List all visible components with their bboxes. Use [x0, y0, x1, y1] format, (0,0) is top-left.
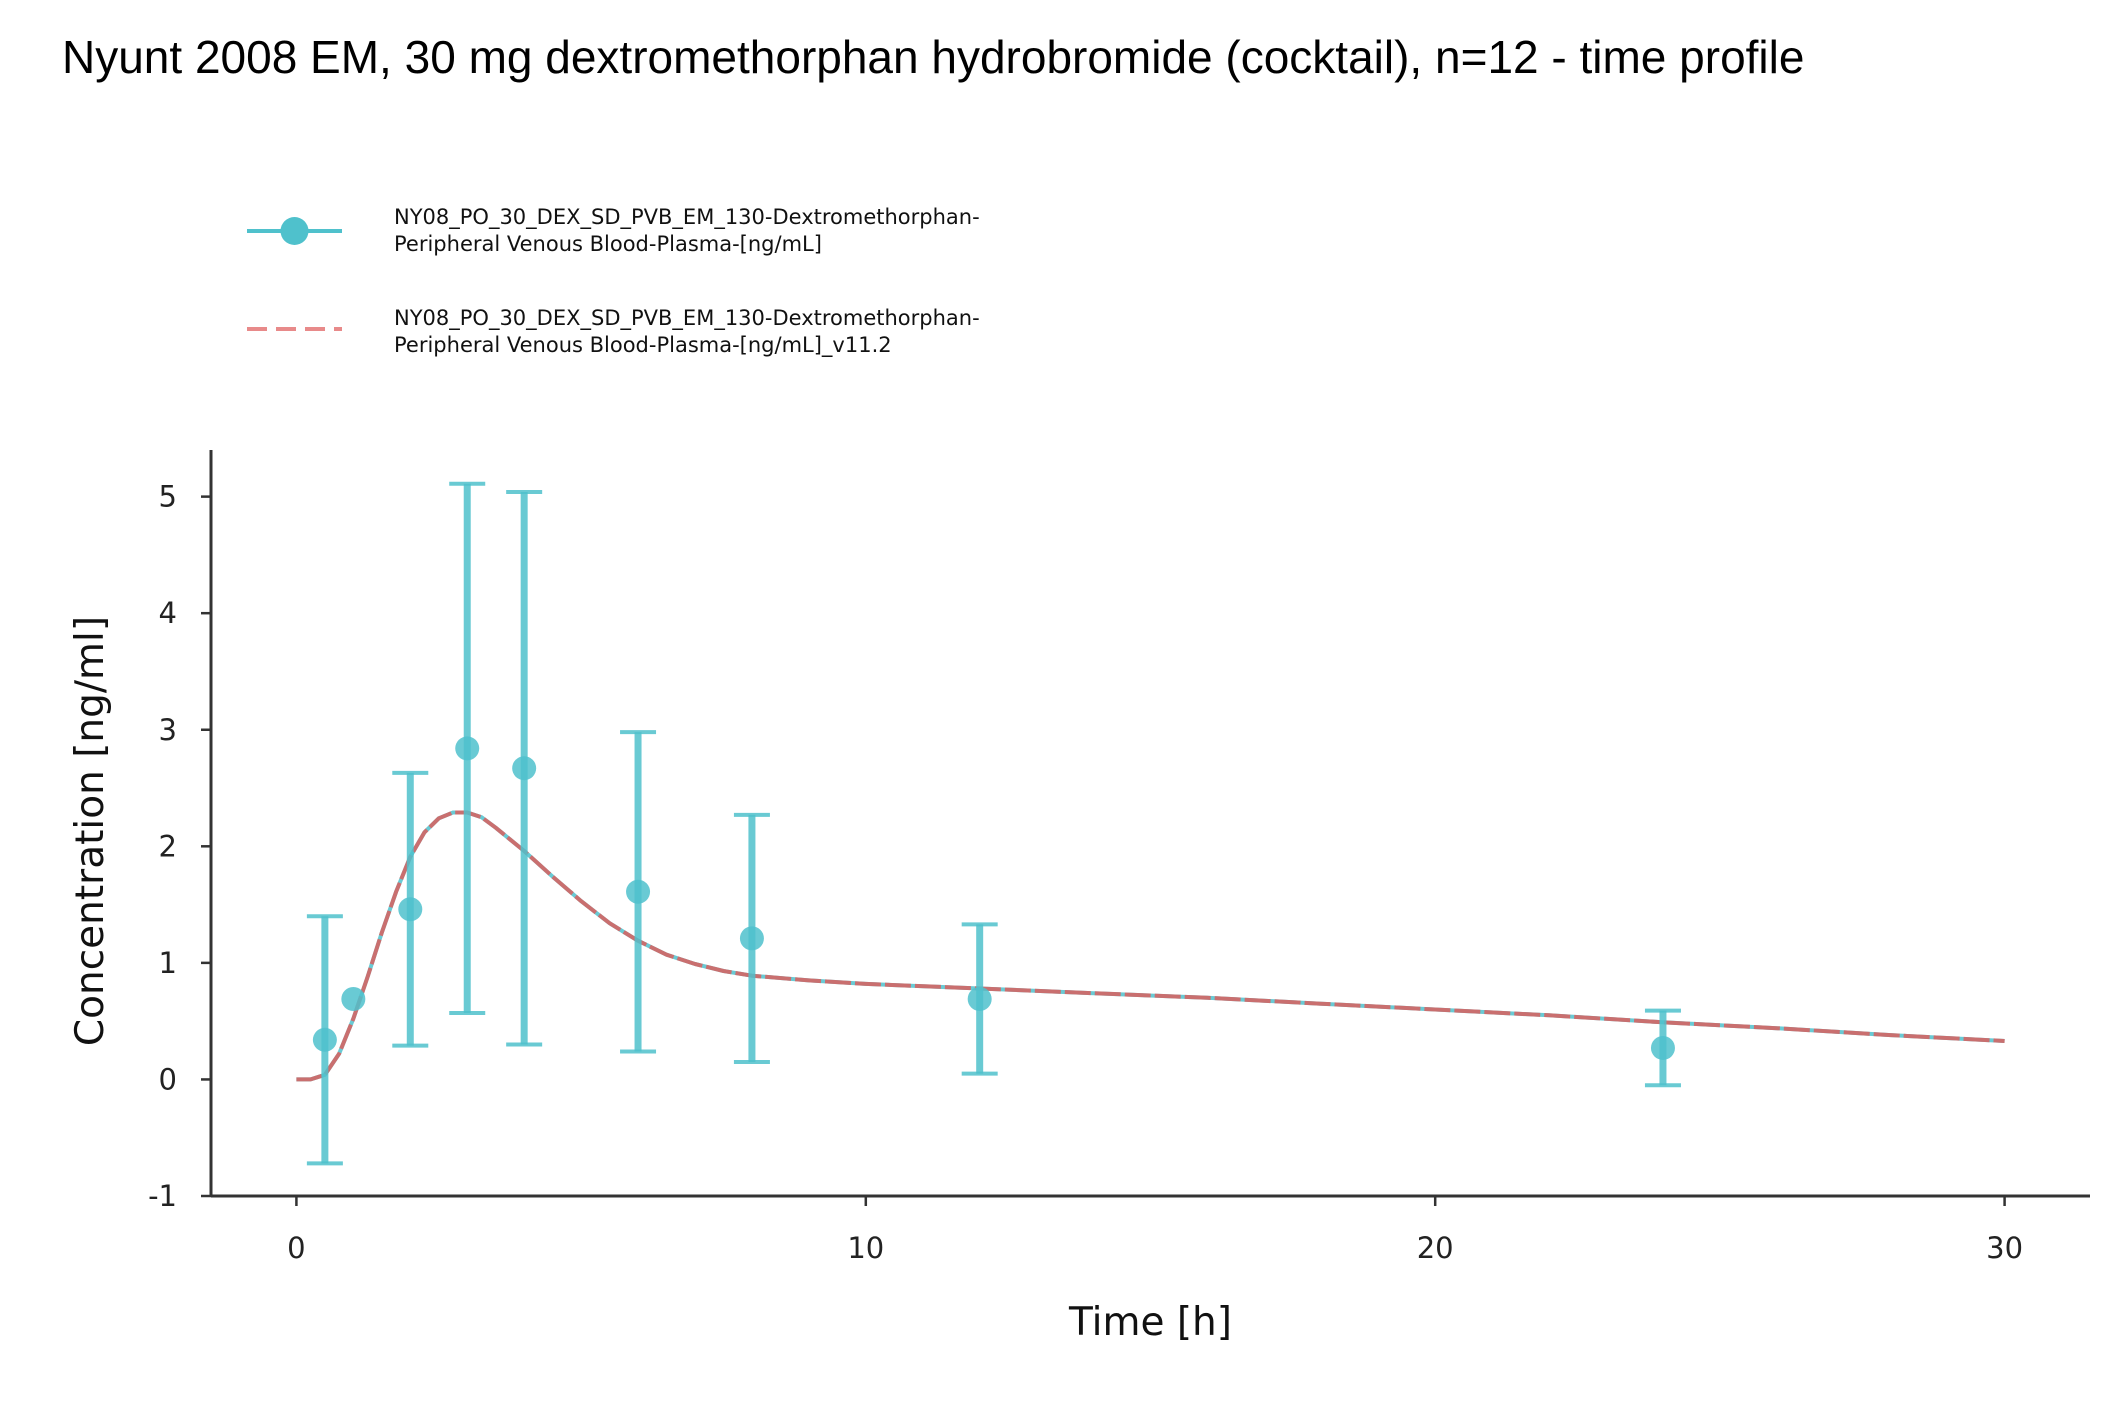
plot-area: [296, 481, 2005, 1166]
y-axis-title: Concentration [ng/ml]: [68, 616, 113, 1046]
y-tick-label: 5: [159, 480, 177, 514]
observed-point: [312, 1027, 337, 1052]
legend-simulated-label-2: Peripheral Venous Blood-Plasma-[ng/mL]_v…: [394, 333, 892, 358]
legend: NY08_PO_30_DEX_SD_PVB_EM_130-Dextrometho…: [247, 205, 980, 358]
axes: -1 0 1 2 3 4 5 0 10 20 30 Time [h] Concentration [ng…: [68, 450, 2090, 1345]
y-tick-label: 3: [159, 713, 177, 747]
observed-point: [398, 897, 423, 922]
observed-point: [1650, 1035, 1675, 1060]
x-tick-label: 30: [1986, 1231, 2023, 1265]
x-tick-label: 10: [847, 1231, 884, 1265]
observed-point: [967, 987, 992, 1012]
legend-observed-label-2: Peripheral Venous Blood-Plasma-[ng/mL]: [394, 232, 822, 256]
x-tick-label: 0: [287, 1231, 305, 1265]
simulated-curve: [296, 810, 2005, 1082]
observed-point: [512, 756, 537, 781]
chart-title: Nyunt 2008 EM, 30 mg dextromethorphan hy…: [62, 31, 1805, 83]
observed-point: [739, 926, 764, 951]
observed-point: [341, 987, 366, 1012]
y-tick-label: 2: [159, 829, 177, 863]
y-tick-label: -1: [148, 1179, 177, 1213]
legend-simulated-label-1: NY08_PO_30_DEX_SD_PVB_EM_130-Dextrometho…: [394, 306, 980, 331]
x-tick-label: 20: [1417, 1231, 1454, 1265]
legend-observed-label-1: NY08_PO_30_DEX_SD_PVB_EM_130-Dextrometho…: [394, 205, 980, 230]
observed-point: [626, 879, 651, 904]
y-tick-label: 4: [159, 596, 177, 630]
y-tick-label: 0: [159, 1062, 177, 1096]
y-tick-label: 1: [159, 946, 177, 980]
simulated-curve-base: [296, 810, 2005, 1082]
legend-observed-marker: [280, 217, 309, 245]
observed-point: [455, 736, 480, 761]
x-axis-title: Time [h]: [1068, 1300, 1232, 1345]
